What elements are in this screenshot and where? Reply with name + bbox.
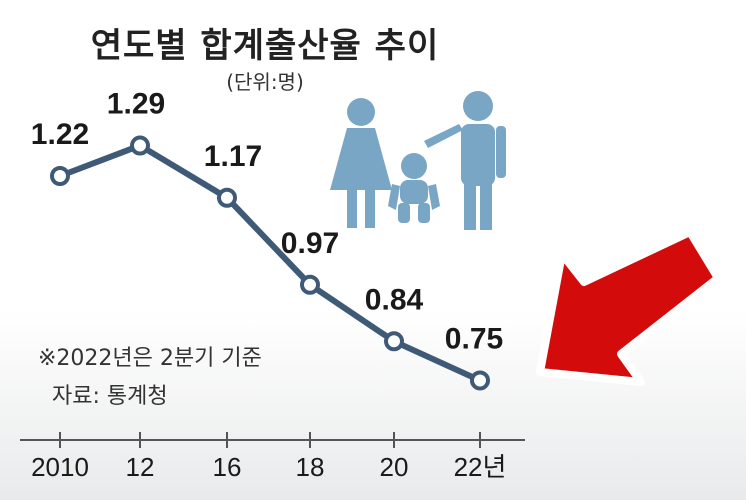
x-tick-label: 18: [296, 452, 325, 482]
x-tick-label: 20: [380, 452, 409, 482]
data-label: 0.84: [365, 283, 424, 316]
chart-source: 자료: 통계청: [52, 384, 168, 409]
data-point: [50, 166, 70, 186]
data-label: 0.75: [445, 322, 503, 355]
data-point: [130, 135, 150, 156]
data-point: [384, 331, 404, 352]
series-line: [57, 142, 483, 384]
chart-title: 연도별 합계출산율 추이: [90, 26, 440, 66]
x-tick-label: 2010: [31, 452, 89, 482]
data-label: 0.97: [281, 227, 339, 260]
data-label: 1.29: [107, 88, 165, 121]
x-tick-label: 12: [126, 452, 155, 482]
x-tick-label: 16: [213, 452, 242, 482]
red-arrow-icon: [536, 228, 722, 386]
data-label: 1.17: [204, 140, 262, 173]
data-point: [217, 187, 237, 208]
data-point: [300, 274, 320, 295]
x-tick-label: 22년: [454, 452, 507, 482]
family-icon: [330, 91, 506, 230]
chart-unit: (단위:명): [226, 70, 304, 94]
data-label: 1.22: [31, 118, 89, 151]
data-point: [470, 370, 490, 391]
chart-note: ※2022년은 2분기 기준: [38, 346, 262, 371]
